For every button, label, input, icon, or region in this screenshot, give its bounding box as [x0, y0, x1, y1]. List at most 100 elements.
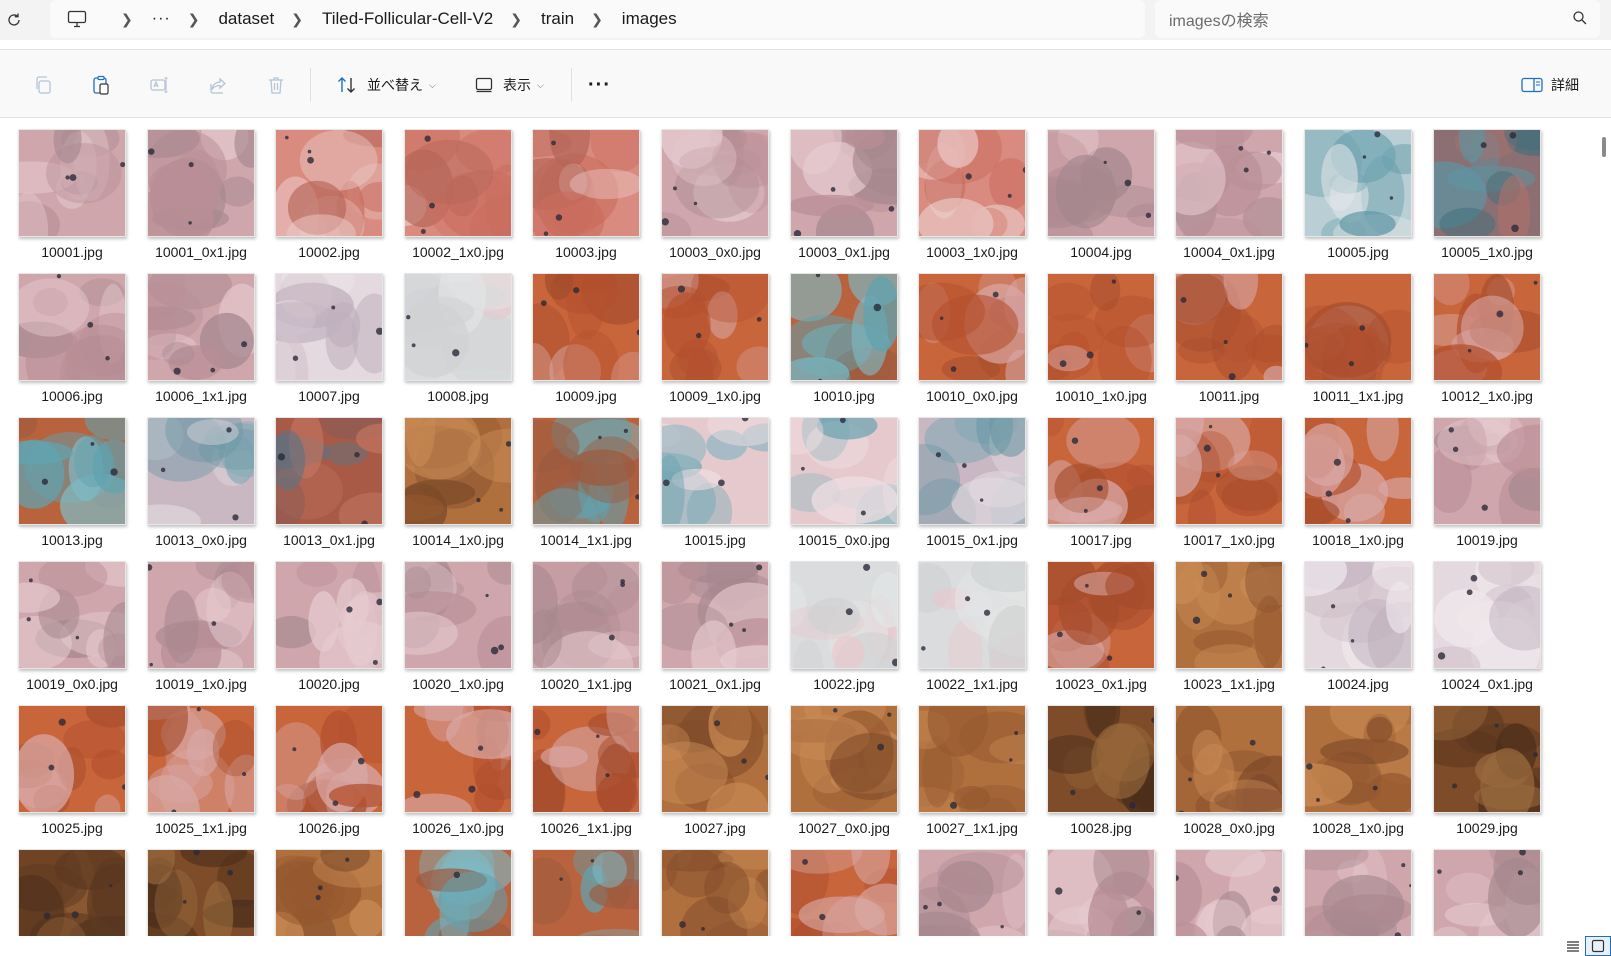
file-thumbnail[interactable]: [147, 273, 255, 381]
file-thumbnail[interactable]: [18, 129, 126, 237]
search-icon[interactable]: [1572, 10, 1588, 31]
file-thumbnail[interactable]: [18, 705, 126, 813]
file-name-label[interactable]: 10017.jpg: [1070, 532, 1132, 548]
file-name-label[interactable]: 10024.jpg: [1327, 676, 1389, 692]
file-name-label[interactable]: 10009_1x0.jpg: [669, 388, 761, 404]
file-name-label[interactable]: 10011_1x1.jpg: [1312, 388, 1404, 404]
file-name-label[interactable]: 10019_0x0.jpg: [26, 676, 118, 692]
file-name-label[interactable]: 10019_1x0.jpg: [155, 676, 247, 692]
file-name-label[interactable]: 10013.jpg: [41, 532, 103, 548]
file-name-label[interactable]: 10020_1x0.jpg: [412, 676, 504, 692]
file-name-label[interactable]: 10026.jpg: [298, 820, 360, 836]
file-name-label[interactable]: 10001_0x1.jpg: [155, 244, 247, 260]
file-name-label[interactable]: 10003_0x1.jpg: [798, 244, 890, 260]
file-thumbnail[interactable]: [1047, 129, 1155, 237]
details-view-icon[interactable]: [1560, 936, 1586, 956]
chevron-right-icon[interactable]: ❯: [291, 10, 303, 27]
file-thumbnail[interactable]: [918, 417, 1026, 525]
file-thumbnail[interactable]: [147, 849, 255, 937]
file-thumbnail[interactable]: [1304, 273, 1412, 381]
file-thumbnail[interactable]: [1433, 417, 1541, 525]
file-thumbnail[interactable]: [532, 561, 640, 669]
file-thumbnail[interactable]: [275, 561, 383, 669]
file-thumbnail[interactable]: [1047, 849, 1155, 937]
file-name-label[interactable]: 10029.jpg: [1456, 820, 1518, 836]
computer-icon[interactable]: [66, 10, 88, 28]
file-name-label[interactable]: 10005_1x0.jpg: [1441, 244, 1533, 260]
file-name-label[interactable]: 10027_1x1.jpg: [926, 820, 1018, 836]
file-thumbnail[interactable]: [1175, 129, 1283, 237]
file-name-label[interactable]: 10006_1x1.jpg: [155, 388, 247, 404]
file-thumbnail[interactable]: [661, 561, 769, 669]
file-name-label[interactable]: 10010_0x0.jpg: [926, 388, 1018, 404]
file-thumbnail[interactable]: [918, 561, 1026, 669]
file-thumbnail[interactable]: [1433, 561, 1541, 669]
chevron-right-icon[interactable]: ❯: [121, 10, 133, 27]
large-icons-view-icon[interactable]: [1585, 936, 1611, 956]
file-thumbnail[interactable]: [532, 273, 640, 381]
file-thumbnail[interactable]: [1304, 705, 1412, 813]
breadcrumb-item-train[interactable]: train: [540, 9, 575, 28]
breadcrumb-item-tiled-follicular-cell-v2[interactable]: Tiled-Follicular-Cell-V2: [321, 9, 494, 28]
breadcrumb-overflow[interactable]: ···: [151, 10, 171, 27]
file-thumbnail[interactable]: [918, 273, 1026, 381]
file-thumbnail[interactable]: [18, 417, 126, 525]
file-name-label[interactable]: 10025.jpg: [41, 820, 103, 836]
file-thumbnail[interactable]: [404, 417, 512, 525]
vertical-scrollbar[interactable]: [1598, 119, 1611, 937]
file-name-label[interactable]: 10019.jpg: [1456, 532, 1518, 548]
file-name-label[interactable]: 10021_0x1.jpg: [669, 676, 761, 692]
more-options-button[interactable]: ···: [588, 73, 611, 96]
file-name-label[interactable]: 10003_0x0.jpg: [669, 244, 761, 260]
search-input[interactable]: imagesの検索: [1169, 13, 1269, 30]
details-pane-button[interactable]: 詳細: [1521, 73, 1579, 97]
file-name-label[interactable]: 10007.jpg: [298, 388, 360, 404]
file-thumbnail[interactable]: [404, 705, 512, 813]
file-name-label[interactable]: 10025_1x1.jpg: [155, 820, 247, 836]
file-thumbnail[interactable]: [661, 705, 769, 813]
file-thumbnail[interactable]: [404, 849, 512, 937]
file-thumbnail[interactable]: [661, 417, 769, 525]
file-thumbnail[interactable]: [1175, 561, 1283, 669]
delete-icon[interactable]: [265, 74, 287, 96]
file-thumbnail[interactable]: [1304, 417, 1412, 525]
file-thumbnail[interactable]: [275, 273, 383, 381]
file-name-label[interactable]: 10002.jpg: [298, 244, 360, 260]
file-name-label[interactable]: 10013_0x1.jpg: [283, 532, 375, 548]
file-thumbnail[interactable]: [918, 705, 1026, 813]
file-thumbnail[interactable]: [1047, 273, 1155, 381]
file-thumbnail[interactable]: [147, 561, 255, 669]
file-name-label[interactable]: 10014_1x0.jpg: [412, 532, 504, 548]
file-thumbnail[interactable]: [790, 129, 898, 237]
file-thumbnail[interactable]: [275, 705, 383, 813]
file-name-label[interactable]: 10010_1x0.jpg: [1055, 388, 1147, 404]
breadcrumb[interactable]: ❯ ··· ❯ dataset ❯ Tiled-Follicular-Cell-…: [50, 0, 1145, 38]
file-name-label[interactable]: 10001.jpg: [41, 244, 103, 260]
file-thumbnail[interactable]: [532, 129, 640, 237]
breadcrumb-item-dataset[interactable]: dataset: [218, 9, 275, 28]
file-name-label[interactable]: 10013_0x0.jpg: [155, 532, 247, 548]
file-name-label[interactable]: 10018_1x0.jpg: [1312, 532, 1404, 548]
file-name-label[interactable]: 10023_0x1.jpg: [1055, 676, 1147, 692]
file-thumbnail[interactable]: [790, 273, 898, 381]
file-thumbnail[interactable]: [18, 561, 126, 669]
file-name-label[interactable]: 10009.jpg: [555, 388, 617, 404]
file-thumbnail[interactable]: [1433, 273, 1541, 381]
file-thumbnail[interactable]: [1304, 129, 1412, 237]
file-name-label[interactable]: 10004.jpg: [1070, 244, 1132, 260]
file-name-label[interactable]: 10022.jpg: [813, 676, 875, 692]
breadcrumb-item-images[interactable]: images: [621, 9, 677, 28]
file-name-label[interactable]: 10028_1x0.jpg: [1312, 820, 1404, 836]
file-thumbnail[interactable]: [1175, 273, 1283, 381]
file-thumbnail[interactable]: [1047, 705, 1155, 813]
share-icon[interactable]: [207, 74, 229, 96]
file-thumbnail[interactable]: [1047, 417, 1155, 525]
file-thumbnail[interactable]: [532, 417, 640, 525]
chevron-right-icon[interactable]: ❯: [591, 10, 603, 27]
file-name-label[interactable]: 10015_0x1.jpg: [926, 532, 1018, 548]
file-thumbnail[interactable]: [790, 561, 898, 669]
file-thumbnail[interactable]: [1047, 561, 1155, 669]
file-thumbnail[interactable]: [147, 417, 255, 525]
refresh-icon[interactable]: [4, 10, 24, 30]
file-thumbnail[interactable]: [1175, 417, 1283, 525]
